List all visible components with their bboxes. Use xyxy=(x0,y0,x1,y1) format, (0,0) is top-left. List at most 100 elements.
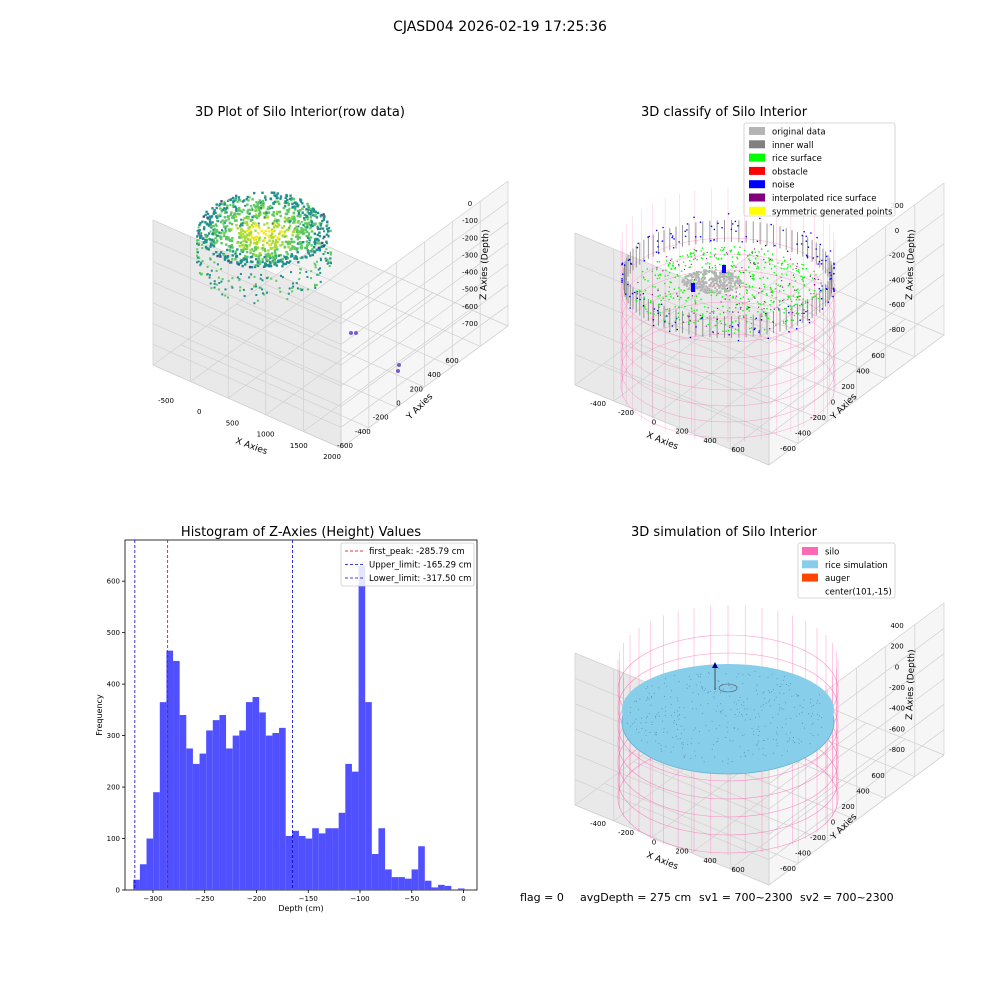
original-point xyxy=(733,282,736,285)
rice-point xyxy=(739,315,741,317)
rice-point xyxy=(731,265,734,268)
rice-point xyxy=(769,303,771,306)
rice-grid-point xyxy=(758,730,760,732)
data-point xyxy=(263,239,266,243)
data-point xyxy=(284,256,287,259)
tick-label: 200 xyxy=(841,803,854,811)
interp-point xyxy=(735,266,737,268)
rice-point xyxy=(693,254,696,256)
data-point xyxy=(306,222,309,225)
rice-grid-point xyxy=(722,688,724,690)
data-point xyxy=(271,232,274,236)
rice-point xyxy=(794,280,797,282)
data-point xyxy=(269,246,272,250)
wall-point xyxy=(250,288,253,291)
y-tick-label: 200 xyxy=(107,784,120,792)
y-tick-label: 100 xyxy=(107,835,120,843)
noise-point xyxy=(805,235,807,238)
rice-point xyxy=(659,294,661,297)
data-point xyxy=(257,225,260,228)
wall-point xyxy=(255,285,258,288)
data-point xyxy=(239,231,243,234)
rice-point xyxy=(719,313,721,315)
data-point xyxy=(285,250,288,254)
rice-grid-point xyxy=(776,742,778,744)
noise-point xyxy=(833,263,835,266)
rice-grid-point xyxy=(758,726,760,728)
interp-point xyxy=(732,311,734,313)
rice-point xyxy=(714,247,716,250)
tick-label: 0 xyxy=(652,838,656,846)
data-point xyxy=(255,209,258,212)
rice-point xyxy=(678,306,680,309)
data-point xyxy=(309,216,313,219)
data-point xyxy=(220,200,223,203)
rice-point xyxy=(664,315,667,318)
data-point xyxy=(299,256,302,260)
rice-point xyxy=(748,266,750,268)
data-point xyxy=(283,216,287,219)
rice-grid-point xyxy=(735,703,737,705)
histogram-bar xyxy=(444,885,452,890)
rice-grid-point xyxy=(702,712,704,714)
rice-point xyxy=(771,259,774,261)
rice-grid-point xyxy=(788,739,790,741)
rice-grid-point xyxy=(742,715,744,717)
noise-point xyxy=(787,305,790,308)
interp-point xyxy=(782,286,784,288)
data-point xyxy=(279,197,282,200)
histogram-bar xyxy=(146,838,154,890)
data-point xyxy=(309,254,312,257)
wall-point xyxy=(198,272,201,274)
noise-point xyxy=(770,223,772,226)
original-point xyxy=(697,279,701,283)
wall-point xyxy=(224,294,227,297)
interp-point xyxy=(693,312,695,314)
data-point xyxy=(245,256,248,259)
data-point xyxy=(281,265,284,268)
data-point xyxy=(301,211,304,214)
rice-grid-point xyxy=(743,708,745,710)
data-point xyxy=(310,244,313,247)
wall-point xyxy=(294,227,296,230)
original-point xyxy=(703,282,706,285)
rice-grid-point xyxy=(728,685,730,687)
interp-point xyxy=(789,283,791,285)
noise-point xyxy=(713,228,716,231)
wall-point xyxy=(227,296,229,299)
tick-label: 0 xyxy=(652,418,656,426)
rice-grid-point xyxy=(635,700,637,702)
data-point xyxy=(260,229,263,233)
rice-point xyxy=(768,260,770,262)
data-point xyxy=(246,203,249,206)
rice-point xyxy=(647,312,649,315)
rice-grid-point xyxy=(663,682,665,684)
original-point xyxy=(725,276,728,279)
rice-point xyxy=(689,253,692,256)
wall-point xyxy=(199,263,202,266)
interp-point xyxy=(729,325,731,327)
data-point xyxy=(307,234,311,237)
wall-point xyxy=(241,222,244,225)
data-point xyxy=(254,237,257,240)
rice-point xyxy=(789,298,792,301)
wall-point xyxy=(224,288,227,291)
data-point xyxy=(230,211,233,214)
data-point xyxy=(252,249,256,253)
grid-line xyxy=(768,754,945,886)
wall-point xyxy=(217,214,220,217)
wall-point xyxy=(199,273,202,276)
rice-grid-point xyxy=(744,755,746,757)
data-point xyxy=(302,223,305,227)
wall-point xyxy=(305,270,308,273)
data-point xyxy=(287,219,290,223)
data-point xyxy=(289,198,293,202)
noise-point xyxy=(627,283,629,286)
original-point xyxy=(728,289,731,292)
wall-point xyxy=(309,213,312,216)
rice-grid-point xyxy=(789,683,791,685)
original-point xyxy=(707,291,710,294)
data-point xyxy=(244,247,247,251)
data-point xyxy=(266,208,269,211)
